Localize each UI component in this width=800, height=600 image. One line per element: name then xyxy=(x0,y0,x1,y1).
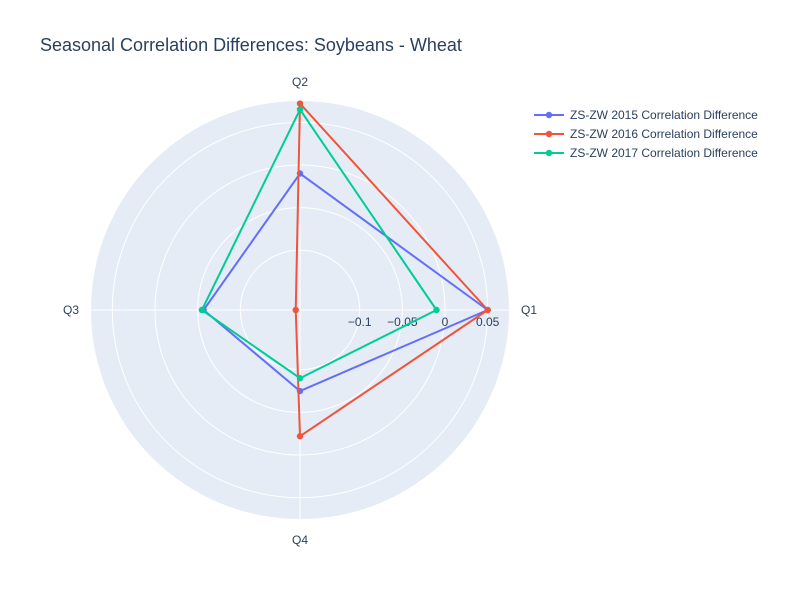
radial-tick-label: 0 xyxy=(442,315,449,329)
series-point xyxy=(296,433,304,440)
radial-tick-label: 0.05 xyxy=(476,315,500,329)
chart-title: Seasonal Correlation Differences: Soybea… xyxy=(40,35,462,55)
legend[interactable]: ZS-ZW 2015 Correlation Difference ZS-ZW 2… xyxy=(534,108,758,160)
radial-tick-label: −0.1 xyxy=(348,315,372,329)
series-point xyxy=(433,306,440,314)
series-point xyxy=(292,306,299,314)
legend-swatch-marker xyxy=(545,149,553,157)
series-point xyxy=(198,306,206,314)
legend-swatch-marker xyxy=(545,111,553,119)
series-traces xyxy=(198,100,491,440)
series-point xyxy=(296,100,304,107)
radial-tick-label: −0.05 xyxy=(387,315,418,329)
legend-swatch-marker xyxy=(545,130,553,138)
legend-label: ZS-ZW 2017 Correlation Difference xyxy=(570,146,758,160)
legend-label: ZS-ZW 2016 Correlation Difference xyxy=(570,127,758,141)
legend-item-3[interactable]: ZS-ZW 2017 Correlation Difference xyxy=(534,146,758,160)
angular-label-q1: Q1 xyxy=(521,303,537,317)
angular-labels: Q1 Q2 Q3 Q4 xyxy=(63,75,537,547)
series-point xyxy=(296,106,304,113)
series-point xyxy=(484,306,491,314)
legend-label: ZS-ZW 2015 Correlation Difference xyxy=(570,108,758,122)
angular-label-q4: Q4 xyxy=(292,533,308,547)
legend-item-2[interactable]: ZS-ZW 2016 Correlation Difference xyxy=(534,127,758,141)
series-point xyxy=(296,375,304,382)
angular-label-q3: Q3 xyxy=(63,303,79,317)
radial-ticks: −0.1 −0.05 0 0.05 xyxy=(348,315,500,329)
angular-label-q2: Q2 xyxy=(292,75,308,89)
legend-item-1[interactable]: ZS-ZW 2015 Correlation Difference xyxy=(534,108,758,122)
